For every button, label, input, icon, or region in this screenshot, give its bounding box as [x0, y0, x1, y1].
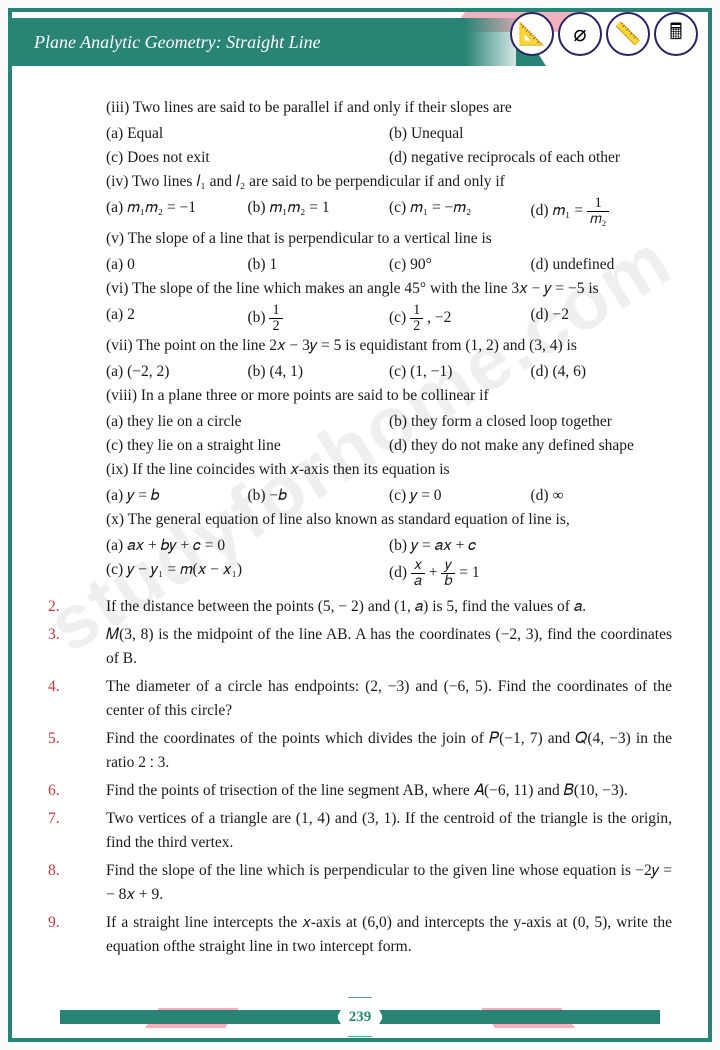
ruler-icon: 📏: [606, 12, 650, 56]
q3-num: 3.: [48, 623, 60, 647]
q5: 5. Find the coordinates of the points wh…: [48, 727, 672, 775]
q-vii-a: (a) (−2, 2): [106, 360, 248, 384]
q-x-d: (d) 𝑥𝑎 + 𝑦𝑏 = 1: [389, 558, 672, 589]
q8-num: 8.: [48, 859, 60, 883]
q-iv-b: (b) 𝑚₁𝑚₂ = 1: [248, 196, 390, 227]
q-ix-a: (a) 𝑦 = 𝑏: [106, 484, 248, 508]
q-vi-d: (d) −2: [531, 303, 673, 334]
q-x-stem: (x) The general equation of line also kn…: [106, 508, 672, 532]
q3-text: 𝑀(3, 8) is the midpoint of the line AB. …: [106, 623, 672, 671]
compass-icon: ⌀: [558, 12, 602, 56]
mcq-block: (iii) Two lines are said to be parallel …: [48, 96, 672, 589]
q9-text: If a straight line intercepts the 𝑥-axis…: [106, 911, 672, 959]
q4-num: 4.: [48, 675, 60, 699]
content-area: (iii) Two lines are said to be parallel …: [48, 96, 672, 978]
q6-text: Find the points of trisection of the lin…: [106, 779, 672, 803]
chapter-title: Plane Analytic Geometry: Straight Line: [34, 32, 321, 53]
q-vii-stem: (vii) The point on the line 2𝑥 − 3𝑦 = 5 …: [106, 334, 672, 358]
page-number: 239: [336, 996, 384, 1038]
q-iii-a: (a) Equal: [106, 122, 389, 146]
geometry-icon: 📐: [510, 12, 554, 56]
q-v-c: (c) 90°: [389, 253, 531, 277]
q-ix-d: (d) ∞: [531, 484, 673, 508]
calculator-icon: 🖩: [654, 12, 698, 56]
q9: 9. If a straight line intercepts the 𝑥-a…: [48, 911, 672, 959]
page-frame: Plane Analytic Geometry: Straight Line 📐…: [8, 8, 712, 1042]
q6-num: 6.: [48, 779, 60, 803]
q3: 3. 𝑀(3, 8) is the midpoint of the line A…: [48, 623, 672, 671]
q-iii-c: (c) Does not exit: [106, 146, 389, 170]
q-viii-a: (a) they lie on a circle: [106, 410, 389, 434]
q-iv-c: (c) 𝑚₁ = −𝑚₂: [389, 196, 531, 227]
q-iv-a: (a) 𝑚₁𝑚₂ = −1: [106, 196, 248, 227]
q-vii-b: (b) (4, 1): [248, 360, 390, 384]
q2-text: If the distance between the points (5, −…: [106, 595, 672, 619]
q-viii-d: (d) they do not make any defined shape: [389, 434, 672, 458]
q-v-a: (a) 0: [106, 253, 248, 277]
q-iii-b: (b) Unequal: [389, 122, 672, 146]
q-viii-c: (c) they lie on a straight line: [106, 434, 389, 458]
q-ix-c: (c) 𝑦 = 0: [389, 484, 531, 508]
q6: 6. Find the points of trisection of the …: [48, 779, 672, 803]
q7: 7. Two vertices of a triangle are (1, 4)…: [48, 807, 672, 855]
q-vi-stem: (vi) The slope of the line which makes a…: [106, 277, 672, 301]
q-vi-a: (a) 2: [106, 303, 248, 334]
footer: 239: [260, 1002, 460, 1032]
q-vii-c: (c) (1, −1): [389, 360, 531, 384]
q8: 8. Find the slope of the line which is p…: [48, 859, 672, 907]
q-viii-stem: (viii) In a plane three or more points a…: [106, 384, 672, 408]
q-iv-stem: (iv) Two lines 𝑙₁ and 𝑙₂ are said to be …: [106, 170, 672, 194]
q7-num: 7.: [48, 807, 60, 831]
q-v-d: (d) undefined: [531, 253, 673, 277]
q-v-b: (b) 1: [248, 253, 390, 277]
q-vi-c: (c) 12 , −2: [389, 303, 531, 334]
q2: 2. If the distance between the points (5…: [48, 595, 672, 619]
q-vi-b: (b) 12: [248, 303, 390, 334]
q2-num: 2.: [48, 595, 60, 619]
q7-text: Two vertices of a triangle are (1, 4) an…: [106, 807, 672, 855]
q-v-stem: (v) The slope of a line that is perpendi…: [106, 227, 672, 251]
q-x-a: (a) 𝑎𝑥 + 𝑏𝑦 + 𝑐 = 0: [106, 534, 389, 558]
q-x-c: (c) 𝑦 − 𝑦₁ = 𝑚(𝑥 − 𝑥₁): [106, 558, 389, 589]
q-vii-d: (d) (4, 6): [531, 360, 673, 384]
q9-num: 9.: [48, 911, 60, 935]
q-iii-stem: (iii) Two lines are said to be parallel …: [106, 96, 672, 120]
q8-text: Find the slope of the line which is perp…: [106, 859, 672, 907]
q-ix-stem: (ix) If the line coincides with 𝑥-axis t…: [106, 458, 672, 482]
q4: 4. The diameter of a circle has endpoint…: [48, 675, 672, 723]
q-iii-d: (d) negative reciprocals of each other: [389, 146, 672, 170]
chapter-header: Plane Analytic Geometry: Straight Line: [8, 18, 528, 66]
q4-text: The diameter of a circle has endpoints: …: [106, 675, 672, 723]
q-ix-b: (b) −𝑏: [248, 484, 390, 508]
q-iv-d: (d) 𝑚₁ = 1𝑚₂: [531, 196, 673, 227]
header-icons: 📐 ⌀ 📏 🖩: [510, 12, 698, 56]
q-viii-b: (b) they form a closed loop together: [389, 410, 672, 434]
q-x-b: (b) 𝑦 = 𝑎𝑥 + 𝑐: [389, 534, 672, 558]
q5-num: 5.: [48, 727, 60, 751]
q5-text: Find the coordinates of the points which…: [106, 727, 672, 775]
